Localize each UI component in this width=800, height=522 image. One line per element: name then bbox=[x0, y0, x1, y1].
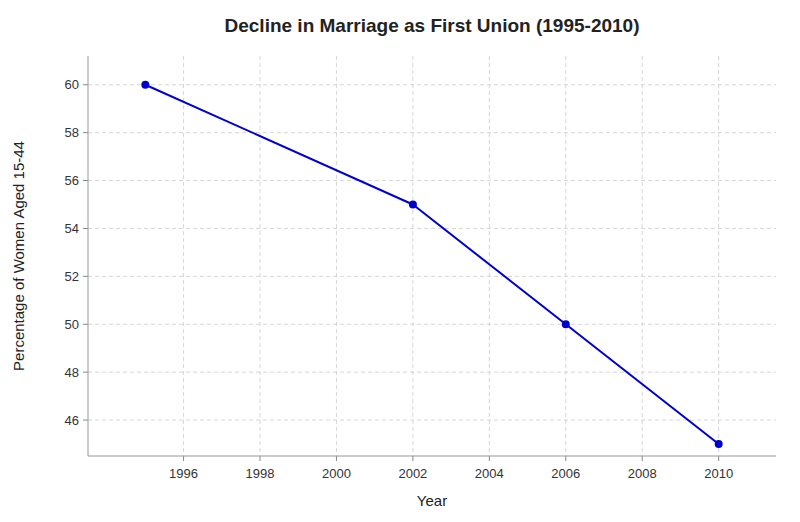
tick-label-y: 56 bbox=[65, 173, 79, 188]
tick-label-y: 52 bbox=[65, 269, 79, 284]
tick-y bbox=[83, 276, 88, 277]
tick-label-x: 2006 bbox=[551, 466, 580, 481]
y-axis-label: Percentage of Women Aged 15-44 bbox=[10, 141, 27, 371]
tick-label-y: 46 bbox=[65, 413, 79, 428]
grid-line-y bbox=[88, 276, 776, 277]
grid-line-x bbox=[260, 56, 261, 456]
tick-x bbox=[565, 456, 566, 461]
x-axis-label: Year bbox=[417, 492, 447, 509]
grid-line-x bbox=[183, 56, 184, 456]
tick-x bbox=[336, 456, 337, 461]
tick-label-y: 54 bbox=[65, 221, 79, 236]
tick-label-x: 1998 bbox=[246, 466, 275, 481]
tick-label-y: 58 bbox=[65, 125, 79, 140]
grid-line-x bbox=[642, 56, 643, 456]
chart: 1996 1998 2000 2002 2004 2006 2008 2010 46 48 50 52… bbox=[0, 0, 800, 522]
axis-x bbox=[88, 456, 776, 457]
grid-line-y bbox=[88, 420, 776, 421]
axis-y bbox=[88, 56, 89, 456]
tick-label-x: 2002 bbox=[398, 466, 427, 481]
tick-x bbox=[718, 456, 719, 461]
marker bbox=[141, 81, 149, 89]
plot-area bbox=[141, 81, 722, 448]
tick-x bbox=[489, 456, 490, 461]
tick-y bbox=[83, 372, 88, 373]
tick-label-x: 2010 bbox=[704, 466, 733, 481]
tick-label-x: 2004 bbox=[475, 466, 504, 481]
tick-label-y: 60 bbox=[65, 77, 79, 92]
grid-line-x bbox=[412, 56, 413, 456]
grid-line-y bbox=[88, 228, 776, 229]
tick-y bbox=[83, 180, 88, 181]
marker bbox=[715, 440, 723, 448]
grid-line-y bbox=[88, 180, 776, 181]
grid bbox=[88, 56, 776, 456]
grid-line-x bbox=[489, 56, 490, 456]
title: Decline in Marriage as First Union (1995… bbox=[225, 15, 640, 36]
grid-line-x bbox=[565, 56, 566, 456]
tick-x bbox=[260, 456, 261, 461]
grid-line-y bbox=[88, 132, 776, 133]
tick-x bbox=[642, 456, 643, 461]
tick-x bbox=[412, 456, 413, 461]
grid-line-x bbox=[336, 56, 337, 456]
tick-label-x: 2000 bbox=[322, 466, 351, 481]
grid-line-y bbox=[88, 372, 776, 373]
tick-y bbox=[83, 132, 88, 133]
grid-line-y bbox=[88, 324, 776, 325]
tick-y bbox=[83, 228, 88, 229]
tick-y bbox=[83, 324, 88, 325]
line bbox=[145, 85, 718, 444]
tick-label-x: 1996 bbox=[169, 466, 198, 481]
tick-y bbox=[83, 84, 88, 85]
marker bbox=[409, 201, 417, 209]
grid-line-y bbox=[88, 84, 776, 85]
tick-label-y: 50 bbox=[65, 317, 79, 332]
tick-x bbox=[183, 456, 184, 461]
grid-line-x bbox=[718, 56, 719, 456]
tick-label-x: 2008 bbox=[628, 466, 657, 481]
tick-y bbox=[83, 420, 88, 421]
marker bbox=[562, 320, 570, 328]
chart-container: 1996 1998 2000 2002 2004 2006 2008 2010 46 48 50 52… bbox=[0, 0, 800, 522]
tick-label-y: 48 bbox=[65, 365, 79, 380]
axes: 1996 1998 2000 2002 2004 2006 2008 2010 46 48 50 52… bbox=[65, 56, 776, 481]
